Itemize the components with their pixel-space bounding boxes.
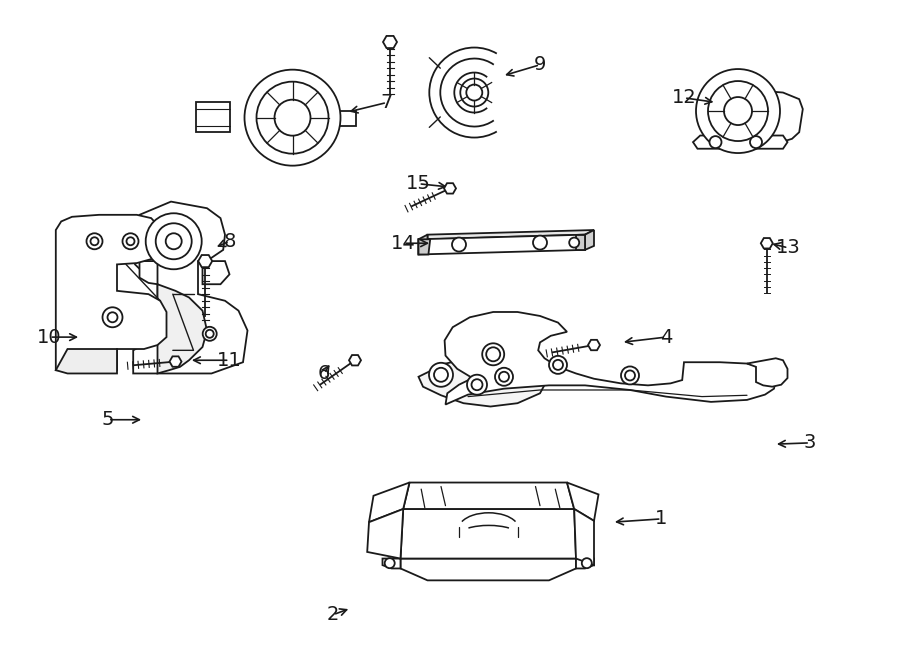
Polygon shape	[382, 559, 400, 568]
Polygon shape	[445, 312, 776, 405]
Text: 12: 12	[671, 89, 697, 107]
Polygon shape	[349, 355, 361, 366]
Polygon shape	[198, 255, 212, 267]
Circle shape	[466, 85, 482, 100]
Circle shape	[486, 347, 500, 362]
Polygon shape	[760, 238, 773, 249]
Polygon shape	[367, 509, 403, 559]
Polygon shape	[576, 559, 594, 568]
Circle shape	[202, 327, 217, 341]
Circle shape	[274, 100, 310, 136]
Polygon shape	[444, 183, 456, 194]
Circle shape	[91, 237, 98, 245]
Polygon shape	[576, 235, 585, 250]
Circle shape	[460, 79, 489, 106]
Circle shape	[206, 330, 213, 338]
Polygon shape	[574, 509, 594, 565]
Text: 15: 15	[406, 175, 431, 193]
Text: 10: 10	[37, 328, 62, 346]
Polygon shape	[588, 340, 600, 350]
Circle shape	[581, 558, 592, 568]
Circle shape	[696, 69, 780, 153]
Polygon shape	[196, 102, 230, 132]
Polygon shape	[585, 230, 594, 250]
Text: 3: 3	[804, 434, 816, 452]
Text: 9: 9	[534, 56, 546, 74]
Circle shape	[245, 69, 340, 166]
Circle shape	[86, 233, 103, 249]
Circle shape	[122, 233, 139, 249]
Circle shape	[533, 235, 547, 250]
Polygon shape	[400, 559, 576, 580]
Polygon shape	[747, 358, 788, 387]
Text: 13: 13	[776, 239, 801, 257]
Circle shape	[384, 558, 395, 568]
Polygon shape	[418, 357, 549, 407]
Text: 4: 4	[660, 328, 672, 346]
Polygon shape	[158, 284, 207, 373]
Circle shape	[434, 368, 448, 382]
Circle shape	[621, 366, 639, 385]
Circle shape	[256, 82, 328, 153]
Circle shape	[708, 81, 768, 141]
Polygon shape	[693, 136, 788, 149]
Circle shape	[472, 379, 482, 390]
Circle shape	[127, 237, 134, 245]
Text: 14: 14	[391, 234, 416, 253]
Polygon shape	[202, 261, 230, 284]
Circle shape	[709, 136, 722, 148]
Circle shape	[103, 307, 122, 327]
Text: 7: 7	[381, 93, 393, 112]
Circle shape	[553, 360, 563, 370]
Polygon shape	[130, 202, 248, 373]
Polygon shape	[567, 483, 598, 521]
Text: 8: 8	[223, 232, 236, 251]
Circle shape	[495, 368, 513, 386]
Circle shape	[549, 356, 567, 374]
Text: 1: 1	[655, 510, 668, 528]
Circle shape	[750, 136, 762, 148]
Polygon shape	[403, 483, 574, 509]
Polygon shape	[140, 261, 158, 284]
Circle shape	[156, 223, 192, 259]
Circle shape	[146, 214, 202, 269]
Circle shape	[107, 312, 118, 323]
Polygon shape	[400, 509, 576, 559]
Circle shape	[625, 370, 635, 381]
Polygon shape	[418, 235, 427, 254]
Polygon shape	[767, 91, 803, 142]
Circle shape	[482, 343, 504, 366]
Circle shape	[452, 237, 466, 252]
Polygon shape	[418, 239, 430, 254]
Polygon shape	[428, 230, 594, 239]
Circle shape	[724, 97, 752, 125]
Circle shape	[499, 371, 509, 382]
Circle shape	[429, 363, 453, 387]
Polygon shape	[369, 483, 410, 522]
Polygon shape	[169, 356, 182, 367]
Text: 5: 5	[102, 410, 114, 429]
Polygon shape	[56, 215, 166, 370]
Polygon shape	[335, 111, 356, 126]
Text: 11: 11	[217, 351, 242, 369]
Circle shape	[166, 233, 182, 249]
Text: 2: 2	[327, 605, 339, 624]
Text: 6: 6	[318, 364, 330, 383]
Circle shape	[569, 237, 580, 248]
Circle shape	[467, 375, 487, 395]
Polygon shape	[418, 235, 585, 254]
Polygon shape	[383, 36, 397, 48]
Polygon shape	[56, 349, 117, 373]
